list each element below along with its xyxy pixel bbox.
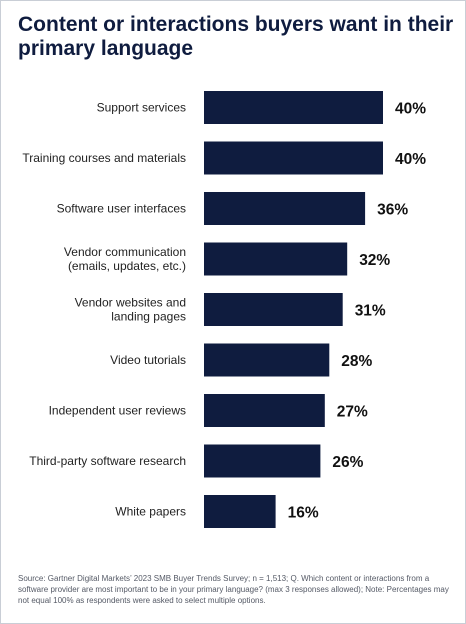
category-label-line: Independent user reviews (49, 404, 186, 418)
category-label-7: Third-party software research (29, 454, 186, 468)
value-label-0: 40% (395, 101, 426, 118)
bar-chart: Support services 40% Training courses and … (22, 91, 426, 528)
category-label-3: Vendor communication (emails, updates, et… (64, 245, 186, 273)
value-label-7: 26% (332, 454, 363, 471)
bar-2 (204, 192, 366, 225)
category-label-2: Software user interfaces (57, 202, 186, 216)
value-label-6: 27% (337, 404, 368, 421)
value-label-2: 36% (377, 202, 408, 219)
value-label-8: 16% (288, 505, 319, 522)
bar-8 (204, 495, 276, 528)
bar-0 (204, 91, 383, 124)
source-note: Source: Gartner Digital Markets’ 2023 SM… (18, 574, 449, 605)
category-label-5: Video tutorials (110, 353, 186, 367)
category-label-line: Video tutorials (110, 353, 186, 367)
category-label-line: Support services (97, 101, 186, 115)
bar-1 (204, 141, 383, 175)
category-label-line: White papers (115, 505, 186, 519)
value-label-3: 32% (359, 252, 390, 269)
category-label-line: Vendor websites and (75, 296, 186, 310)
value-label-1: 40% (395, 151, 426, 168)
bar-7 (204, 444, 321, 478)
category-label-8: White papers (115, 505, 186, 519)
category-label-6: Independent user reviews (49, 404, 186, 418)
category-label-line: Software user interfaces (57, 202, 186, 216)
category-label-line: landing pages (111, 310, 186, 324)
category-label-1: Training courses and materials (22, 151, 186, 165)
bar-5 (204, 343, 330, 377)
bar-6 (204, 394, 325, 427)
category-label-line: (emails, updates, etc.) (68, 259, 186, 273)
category-label-line: Vendor communication (64, 245, 186, 259)
chart-title: Content or interactions buyers want in t… (18, 13, 454, 60)
category-label-4: Vendor websites and landing pages (75, 296, 186, 324)
bar-4 (204, 293, 343, 326)
value-label-4: 31% (355, 303, 386, 320)
category-label-line: Training courses and materials (22, 151, 186, 165)
category-label-0: Support services (97, 101, 186, 115)
bar-3 (204, 242, 348, 276)
category-label-line: Third-party software research (29, 454, 186, 468)
value-label-5: 28% (341, 353, 372, 370)
